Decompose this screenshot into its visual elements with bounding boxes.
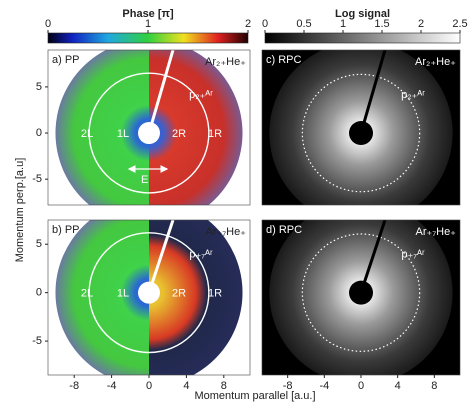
panel: c) RPC Ar₂₊He₊ p₂₊ᴬʳ [262,41,460,224]
region-label: 1L [117,288,129,300]
momentum-label: p₊₇ᴬʳ [189,249,213,261]
momentum-label: p₊₇ᴬʳ [401,249,425,261]
x-tick-label: -8 [283,380,293,392]
species-label: Ar₊₇He₊ [416,226,457,238]
colorbar-tick-label: 2 [418,18,424,30]
region-label: 2R [172,288,186,300]
panel: 2L 1L 2R 1R b) PP Ar₊₇He₊ p₊₇ᴬʳ [48,199,250,386]
colorbar [48,33,248,43]
colorbar-tick-label: 0.5 [296,18,311,30]
colorbar-tick-label: 0 [262,18,268,30]
region-label: 1L [117,128,129,140]
panel-label: b) PP [52,224,80,236]
x-tick-label: -4 [107,380,117,392]
panel: d) RPC Ar₊₇He₊ p₊₇ᴬʳ [262,201,460,384]
y-tick-label: -5 [32,335,42,347]
y-tick-label: -5 [32,173,42,185]
region-label: 2R [172,128,186,140]
y-tick-label: 5 [36,81,42,93]
x-tick-label: -8 [69,380,79,392]
region-label: 1R [208,128,222,140]
panel-label: a) PP [52,54,80,66]
y-tick-label: 0 [36,127,42,139]
y-tick-label: 5 [36,238,42,250]
colorbar-tick-label: 2.5 [452,18,467,30]
region-label: 1R [208,288,222,300]
region-label: 2L [81,288,93,300]
colorbar-tick-label: 1.5 [374,18,389,30]
colorbar-tick-label: 0 [45,18,51,30]
figure: Momentum perp.[a.u] Momentum parallel [a… [0,0,475,408]
field-label: E [141,174,148,186]
x-tick-label: 0 [146,380,152,392]
species-label: Ar₊₇He₊ [206,226,247,238]
x-axis-label: Momentum parallel [a.u.] [194,390,315,402]
colorbar-tick-label: 1 [145,18,151,30]
x-tick-label: 8 [431,380,437,392]
momentum-label: p₂₊ᴬʳ [401,89,425,101]
region-label: 2L [81,128,93,140]
colorbar-tick-label: 2 [245,18,251,30]
x-tick-label: 4 [183,380,189,392]
panel-label: d) RPC [266,224,302,236]
colorbar [265,33,460,43]
x-tick-label: -4 [319,380,329,392]
heatmap [262,41,460,224]
momentum-label: p₂₊ᴬʳ [189,89,213,101]
x-tick-label: 4 [395,380,401,392]
panel-label: c) RPC [266,54,302,66]
x-tick-label: 0 [358,380,364,392]
colorbar-tick-label: 1 [340,18,346,30]
species-label: Ar₂₊He₊ [205,56,246,68]
x-tick-label: 8 [221,380,227,392]
y-tick-label: 0 [36,287,42,299]
species-label: Ar₂₊He₊ [415,56,456,68]
panel: 2L 1L 2R 1R Ea) PP Ar₂₊He₊ p₂₊ᴬʳ [48,40,250,227]
y-axis-label: Momentum perp.[a.u] [14,158,26,263]
